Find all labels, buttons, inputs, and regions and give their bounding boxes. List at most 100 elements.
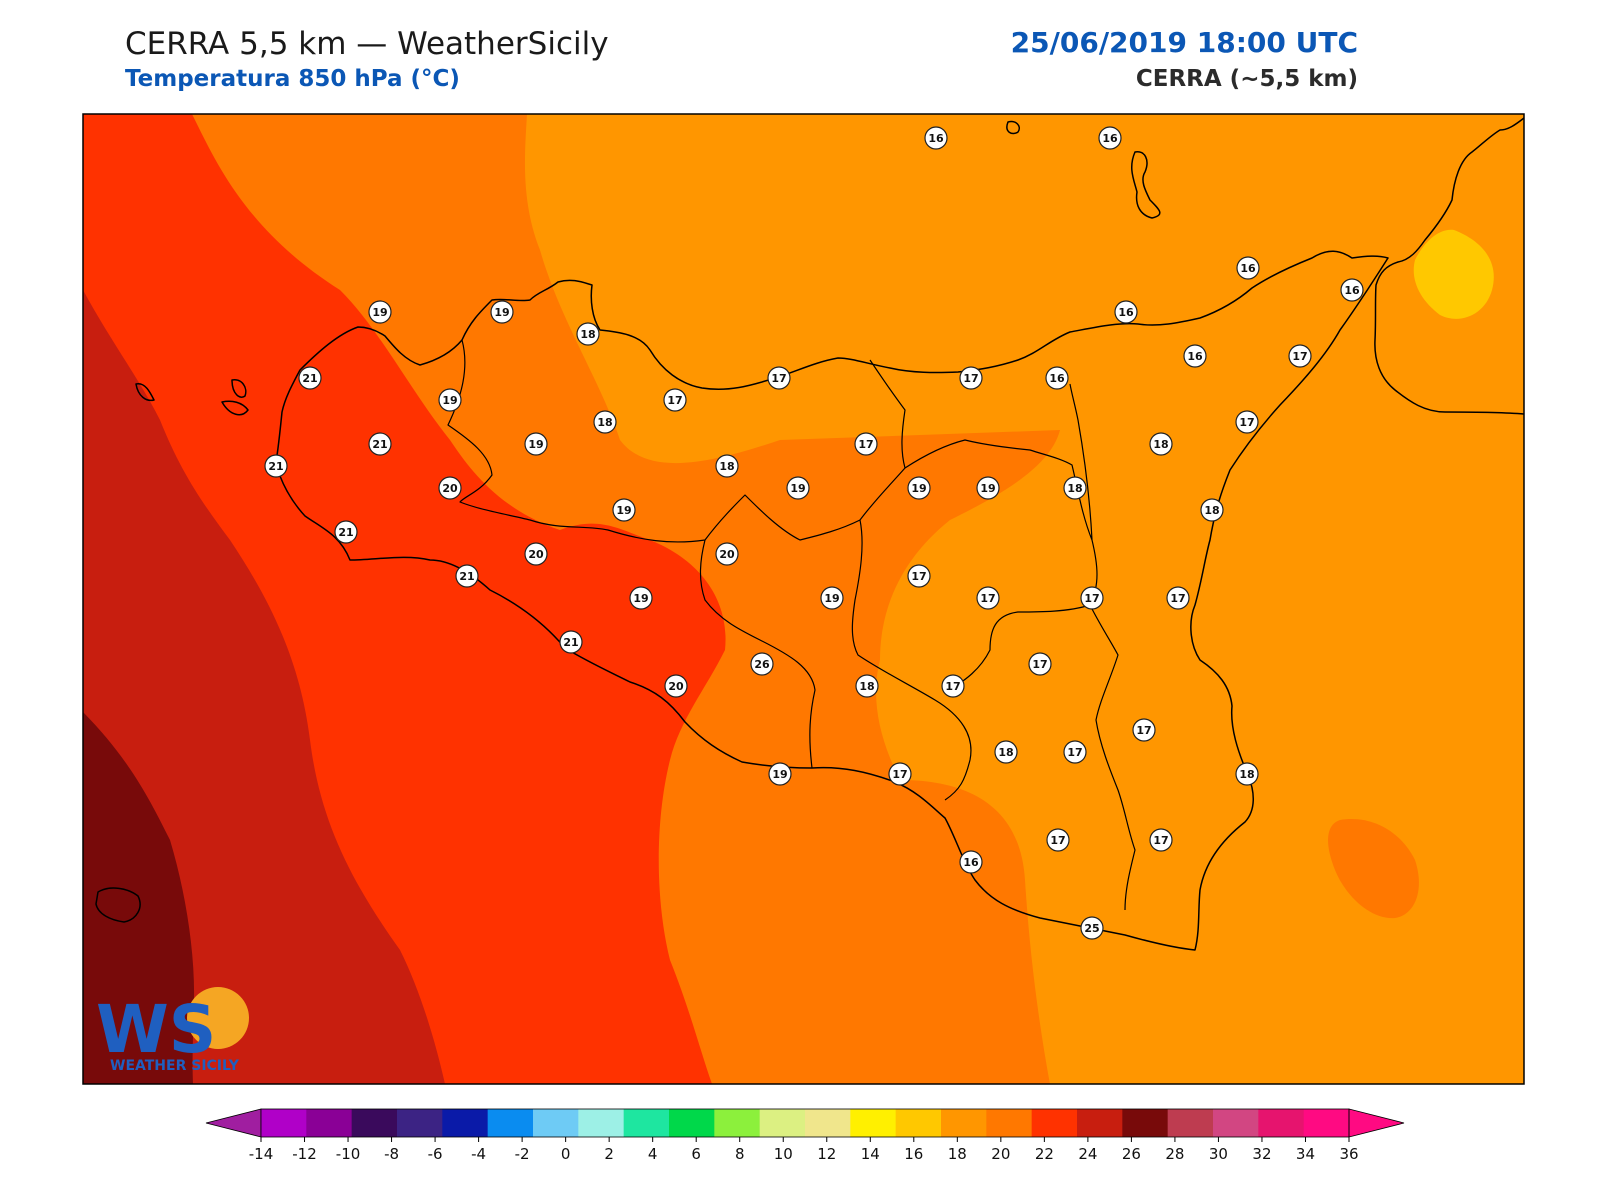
colorbar-cell <box>986 1109 1033 1137</box>
station-value: 17 <box>892 768 907 781</box>
station-value: 17 <box>1136 724 1151 737</box>
colorbar-tick-label: -14 <box>249 1145 274 1163</box>
station-value: 19 <box>494 306 509 319</box>
station-marker: 19 <box>629 586 653 610</box>
colorbar-tick-label: 6 <box>691 1145 701 1163</box>
station-value: 20 <box>719 548 735 561</box>
station-marker-circle <box>768 762 792 786</box>
station-marker: 19 <box>820 586 844 610</box>
station-marker-circle <box>1183 344 1207 368</box>
station-value: 19 <box>911 482 926 495</box>
station-value: 17 <box>1050 834 1065 847</box>
station-marker-circle <box>715 542 739 566</box>
station-marker: 17 <box>959 366 983 390</box>
station-marker-circle <box>1149 432 1173 456</box>
station-marker-circle <box>264 454 288 478</box>
station-marker-circle <box>368 300 392 324</box>
colorbar-tick-label: 4 <box>648 1145 658 1163</box>
colorbar-tick-label: 0 <box>561 1145 571 1163</box>
station-marker-circle <box>524 432 548 456</box>
colorbar-cell <box>487 1109 534 1137</box>
station-marker-circle <box>1046 828 1070 852</box>
station-marker-circle <box>1166 586 1190 610</box>
station-marker: 16 <box>1114 300 1138 324</box>
station-marker: 17 <box>976 586 1000 610</box>
station-value: 17 <box>1239 416 1254 429</box>
station-marker: 18 <box>715 454 739 478</box>
station-marker: 17 <box>1132 718 1156 742</box>
station-marker-circle <box>438 388 462 412</box>
model-label: CERRA (~5,5 km) <box>1135 66 1358 92</box>
station-marker-circle <box>1235 410 1259 434</box>
station-marker-circle <box>1235 762 1259 786</box>
station-marker-circle <box>334 520 358 544</box>
station-marker-circle <box>941 674 965 698</box>
station-marker-circle <box>959 850 983 874</box>
map-title: CERRA 5,5 km — WeatherSicily <box>125 26 609 62</box>
colorbar-cell <box>1213 1109 1259 1137</box>
colorbar-cell <box>714 1109 761 1137</box>
station-value: 17 <box>963 372 978 385</box>
station-marker-circle <box>820 586 844 610</box>
sicily-coastline <box>275 250 1389 951</box>
station-marker-circle <box>1200 498 1224 522</box>
station-marker: 21 <box>559 630 583 654</box>
station-marker-circle <box>976 586 1000 610</box>
station-marker-circle <box>1340 278 1364 302</box>
station-marker-circle <box>907 564 931 588</box>
colorbar-cell <box>306 1109 353 1137</box>
station-marker-circle <box>1132 718 1156 742</box>
temperature-field <box>83 114 1524 1084</box>
station-marker-circle <box>629 586 653 610</box>
station-markers: 16 16 16 16 19 19 18 16 21 19 17 17 17 16 16 17 18 21 19 17… <box>264 126 1364 940</box>
station-marker: 25 <box>1080 916 1104 940</box>
station-marker: 17 <box>1080 586 1104 610</box>
colorbar-tick-label: -10 <box>336 1145 361 1163</box>
station-marker: 26 <box>750 652 774 676</box>
colorbar-tick-label: 18 <box>948 1145 967 1163</box>
colorbar-cell <box>895 1109 942 1137</box>
station-value: 18 <box>580 328 595 341</box>
station-marker: 20 <box>715 542 739 566</box>
station-value: 25 <box>1084 922 1099 935</box>
colorbar-tick-label: -12 <box>292 1145 317 1163</box>
valid-time: 25/06/2019 18:00 UTC <box>1010 26 1358 59</box>
station-marker: 17 <box>767 366 791 390</box>
station-marker: 17 <box>1288 344 1312 368</box>
station-value: 17 <box>858 438 873 451</box>
station-value: 16 <box>1049 372 1065 385</box>
station-marker: 16 <box>924 126 948 150</box>
colorbar-cell <box>351 1109 398 1137</box>
station-value: 19 <box>528 438 543 451</box>
station-marker-circle <box>994 740 1018 764</box>
station-value: 17 <box>980 592 995 605</box>
colorbar-cell <box>1258 1109 1305 1137</box>
temperature-map: 16 16 16 16 19 19 18 16 21 19 17 17 17 16 16 17 18 21 19 17… <box>82 113 1525 1085</box>
station-marker: 17 <box>907 564 931 588</box>
station-marker: 21 <box>368 432 392 456</box>
station-marker: 17 <box>888 762 912 786</box>
colorbar-cell <box>623 1109 670 1137</box>
colorbar-tick-label: -2 <box>515 1145 530 1163</box>
map-frame <box>82 113 1525 1085</box>
station-marker: 19 <box>612 498 636 522</box>
colorbar-tick-label: 34 <box>1296 1145 1315 1163</box>
station-marker-circle <box>576 322 600 346</box>
station-value: 18 <box>597 416 612 429</box>
station-marker-circle <box>907 476 931 500</box>
colorbar-tick-label: 20 <box>991 1145 1010 1163</box>
colorbar-tick-label: 26 <box>1122 1145 1141 1163</box>
colorbar-frame <box>260 1108 1350 1138</box>
station-value: 20 <box>668 680 684 693</box>
station-value: 19 <box>442 394 457 407</box>
station-marker: 18 <box>576 322 600 346</box>
colorbar-tick-label: 36 <box>1339 1145 1358 1163</box>
colorbar-cell <box>397 1109 443 1137</box>
station-marker-circle <box>1288 344 1312 368</box>
colorbar-cell <box>1122 1109 1169 1137</box>
station-marker: 20 <box>524 542 548 566</box>
station-value: 18 <box>859 680 874 693</box>
station-marker: 17 <box>1046 828 1070 852</box>
calabria-coastline <box>1374 117 1524 415</box>
